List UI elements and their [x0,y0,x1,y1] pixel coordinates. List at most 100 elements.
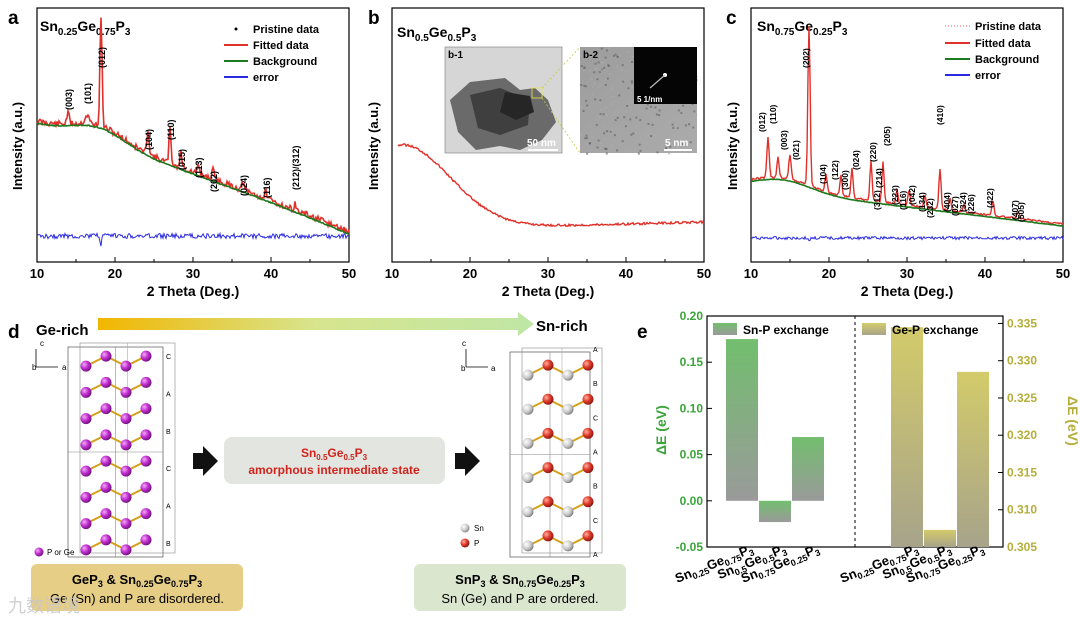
peak-label: (012) [97,47,107,68]
y-tick-label-left: 0.15 [680,355,704,369]
category-label: Sn0.5Ge0.5P3 [715,541,789,584]
legend-c-fitted: Fitted data [975,38,1031,50]
category-label: Sn0.75Ge0.25P3 [739,541,822,588]
atom [80,360,92,372]
y-tick-label-right: 0.330 [1007,354,1037,368]
x-label-c: 2 Theta (Deg.) [861,283,954,299]
panel-a: a Sn0.25Ge0.75P3 Pristine data Fitted da… [8,7,356,299]
panel-label-b: b [368,8,380,29]
svg-text:b: b [461,364,466,373]
scale-bar-b2 [664,149,692,151]
peak-label: (202) [209,171,219,192]
stacking-label: B [166,541,171,548]
peak-label: (226) [966,194,976,214]
tem-image-b1: b-1 50 nm [444,46,563,154]
peak-label: (042) [907,185,917,205]
stacking-label: C [593,415,598,422]
atom [100,376,112,388]
saed-scale-label: 5 1/nm [637,95,662,104]
atom [120,360,132,372]
scale-bar-label-b1: 50 nm [527,138,556,149]
peak-label: (410) [935,105,945,125]
x-tick-label: 30 [186,266,200,281]
bars-e [726,327,989,547]
peak-label: (214) [874,168,884,188]
y-tick-label-right: 0.325 [1007,391,1037,405]
legend-e-sn: Sn-P exchange [713,323,829,337]
atom [522,472,534,484]
composition-gradient-arrow [98,312,534,336]
svg-text:b: b [32,363,37,372]
panel-e: e -0.050.000.050.100.150.20 0.3050.3100.… [637,309,1080,588]
peak-label: (404) [942,192,952,212]
atom [582,496,594,508]
peak-label: (027) [950,196,960,216]
peak-label: (312) [872,190,882,210]
watermark: 九数语境 [8,596,80,616]
atom [140,534,152,546]
x-tick-label: 30 [900,266,914,281]
legend-a-fitted: Fitted data [253,40,309,52]
atom [542,427,554,439]
peak-label: (300) [840,170,850,190]
atom [140,376,152,388]
atom [80,386,92,398]
bar-ge-p [924,529,956,547]
y-tick-label-left: 0.10 [680,401,704,415]
peak-label: (003) [779,130,789,150]
svg-text:P or Ge: P or Ge [47,548,75,557]
crystal-structure-ordered [509,347,603,558]
axes-glyph-right: c b a [461,339,496,373]
svg-text:P: P [474,539,479,548]
svg-text:a: a [62,363,67,372]
y-axis-right-e: 0.305 0.310 0.315 0.320 0.325 0.330 0.335 [998,316,1037,554]
atom [562,369,574,381]
atom [100,350,112,362]
atom [100,403,112,415]
y-tick-label-left: 0.00 [680,494,704,508]
atom [120,465,132,477]
peak-label: (505) [1016,202,1026,222]
x-tick-label: 10 [30,266,44,281]
caption-right-title: SnP3 & Sn0.75Ge0.25P3 [455,572,585,589]
background-curve-c [750,178,1063,227]
y-tick-label-right: 0.310 [1007,503,1037,517]
atom [582,530,594,542]
caption-right-desc: Sn (Ge) and P are ordered. [441,591,598,606]
bar-sn-p [792,437,824,501]
xrd-curve-b [397,143,705,228]
atom [120,491,132,503]
peak-label: (324) [958,192,968,212]
peak-label: (113) [194,157,204,178]
legend-a-background: Background [253,56,317,68]
peak-label: (024) [239,175,249,196]
x-tick-label: 50 [342,266,356,281]
atom [100,481,112,493]
legend-e-ge: Ge-P exchange [862,323,979,337]
intermediate-formula: Sn0.5Ge0.5P3 [301,446,368,462]
atom [562,403,574,415]
scale-bar-label-b2: 5 nm [665,138,688,149]
peak-label: (220) [868,142,878,162]
legend-c-pristine: Pristine data [975,21,1042,33]
legend-a-error: error [253,72,279,84]
stacking-label: B [593,381,598,388]
stacking-labels-left: C A B C A B [166,354,171,548]
peak-label: (003) [64,89,74,110]
atom [522,506,534,518]
stacking-label: C [166,466,171,473]
title-c: Sn0.75Ge0.25P3 [757,18,848,38]
stacking-label: C [593,518,598,525]
axes-glyph-left: c b a [32,339,67,372]
legend-left-atoms: P or Ge [34,547,75,557]
peak-label: (116) [898,190,908,210]
atom [140,350,152,362]
y-tick-label-right: 0.335 [1007,316,1037,330]
y-label-a: Intensity (a.u.) [10,102,25,190]
atom [100,534,112,546]
atom [562,540,574,552]
x-tick-label: 10 [744,266,758,281]
atom [120,386,132,398]
legend-a-pristine: Pristine data [253,24,320,36]
